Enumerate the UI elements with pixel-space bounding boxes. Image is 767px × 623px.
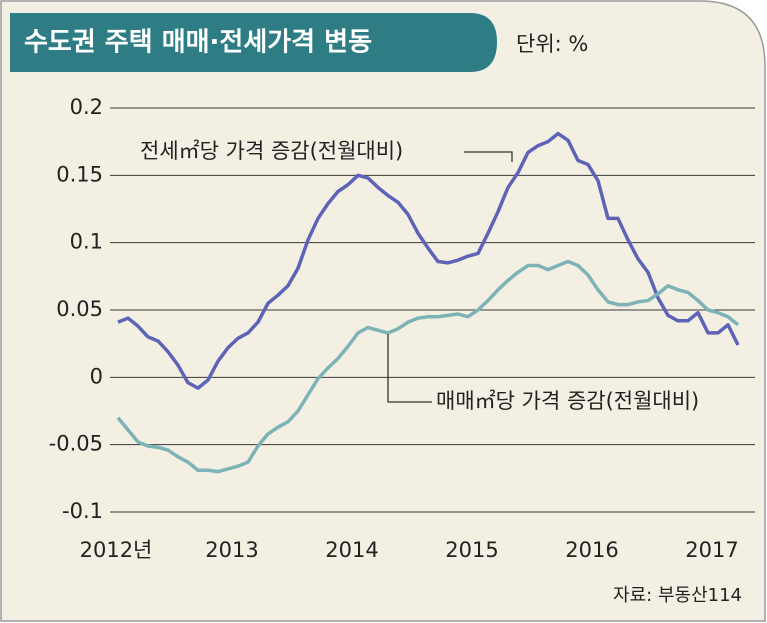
source: 자료: 부동산114 [613, 585, 742, 606]
x-tick-label: 2013 [205, 538, 258, 562]
leader-line [387, 334, 432, 403]
chart-title: 수도권 주택 매매·전세가격 변동 [24, 28, 372, 58]
y-tick-label: -0.1 [62, 499, 103, 523]
x-tick-label: 2017 [685, 538, 738, 562]
x-tick-label: 2014 [325, 538, 378, 562]
leader-line [464, 151, 513, 162]
y-tick-label: 0 [90, 364, 103, 388]
title-box [10, 13, 497, 72]
y-tick-label: 0.15 [56, 162, 103, 186]
y-tick-label: 0.05 [56, 297, 103, 321]
series-line [117, 131, 740, 390]
y-tick-label: -0.05 [49, 432, 103, 456]
x-tick-label: 2012년 [80, 538, 153, 562]
y-tick-label: 0.1 [70, 230, 103, 254]
series-line [116, 259, 740, 474]
x-tick-label: 2016 [565, 538, 618, 562]
y-tick-label: 0.2 [70, 95, 103, 119]
unit-label: 단위: % [516, 32, 588, 56]
annotation: 전세㎡당 가격 증감(전월대비) [140, 139, 403, 163]
annotation: 매매㎡당 가격 증감(전월대비) [436, 389, 699, 413]
x-tick-label: 2015 [445, 538, 498, 562]
